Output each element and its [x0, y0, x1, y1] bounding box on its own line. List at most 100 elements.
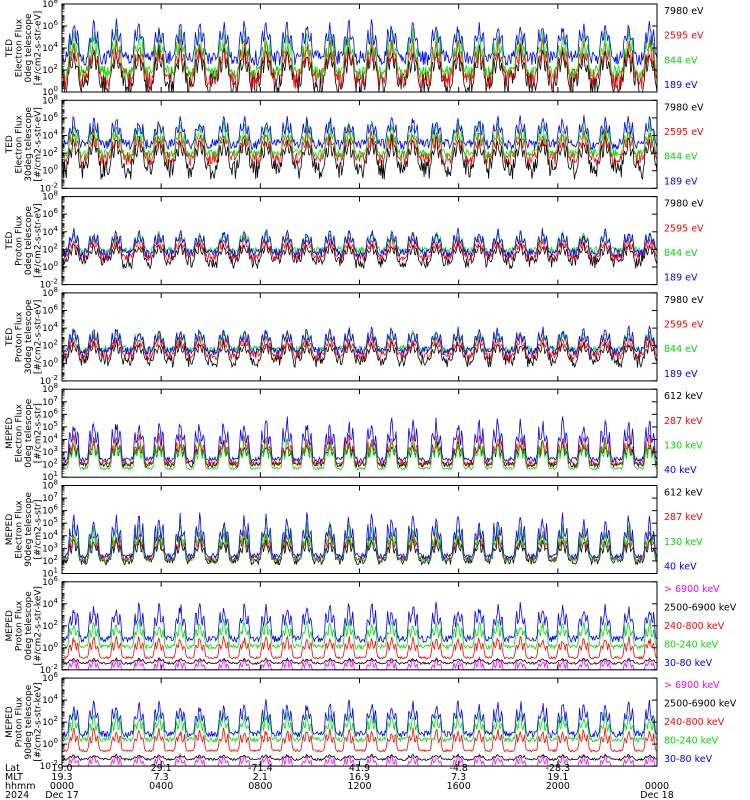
panel-2: 10-2 100 102 104 106 108 TED Electron Flux 30deg…	[5, 93, 704, 194]
x-tick-lat-label: 19.0	[51, 763, 72, 774]
panel-7-legend-4: 80-240 keV	[664, 639, 719, 650]
x-row-label-hhmm: hhmm	[5, 781, 36, 792]
panel-6-ylabel-line-1: MEPED	[5, 514, 15, 546]
panel-4-frame	[61, 292, 658, 382]
panel-1-ylabel-line-3: 0deg telescope	[24, 13, 34, 83]
panel-1-trace-1	[61, 44, 658, 94]
y-tick-label: 106	[42, 304, 58, 317]
panel-5-ylabel-line-2: Electron Flux	[15, 403, 25, 462]
y-tick-label: 104	[42, 225, 58, 238]
panel-6-legend-1: 612 keV	[664, 488, 703, 499]
panel-8-trace-3	[61, 727, 658, 753]
y-tick-label: 102	[42, 554, 58, 567]
panel-3-legend-2: 2595 eV	[664, 223, 704, 234]
panel-5-trace-4	[61, 416, 658, 464]
panel-4: 10-2 100 102 104 106 108 TED Proton Flux 30deg t…	[5, 286, 704, 387]
panel-7-trace-3	[61, 635, 658, 660]
panel-8-trace-4	[61, 711, 658, 744]
y-tick-label: 103	[42, 445, 58, 458]
panel-2-trace-3	[61, 120, 658, 160]
panel-6-legend-3: 130 keV	[664, 537, 703, 548]
panel-2-ylabel-line-4: [#/cm2-s-str-eV]	[34, 107, 44, 182]
panel-4-legend-4: 189 eV	[664, 369, 698, 380]
y-tick-label: 107	[42, 491, 58, 504]
y-tick-label: 102	[42, 458, 58, 471]
x-row-label-lat: Lat	[5, 763, 20, 774]
x-tick-lat-label: 41.9	[349, 763, 370, 774]
x-tick-mlt-label: 16.9	[349, 772, 370, 783]
panel-7-trace-4	[61, 618, 658, 651]
panel-4-ylabel-line-2: Proton Flux	[15, 311, 25, 362]
panel-2-legend-1: 7980 eV	[664, 102, 704, 113]
y-tick-label: 107	[42, 395, 58, 408]
panel-8-legend-3: 240-800 keV	[664, 717, 725, 728]
y-tick-label: 106	[42, 575, 58, 588]
panel-7-ylabel-line-4: [#/cm2-s-str-keV]	[34, 586, 44, 665]
panel-5-legend-3: 130 keV	[664, 441, 703, 452]
y-tick-label: 10-2	[40, 181, 58, 194]
panel-3-trace-4	[61, 227, 658, 259]
panel-5-ylabel-line-1: MEPED	[5, 417, 15, 449]
panel-3-legend-4: 189 eV	[664, 273, 698, 284]
panel-8-ylabel-line-4: [#/cm2-s-str-keV]	[34, 682, 44, 761]
y-tick-label: 100	[42, 164, 58, 177]
panel-3-legend-3: 844 eV	[664, 248, 698, 259]
x-tick-mlt-label: 7.3	[451, 772, 466, 783]
y-tick-label: 10-2	[40, 663, 58, 676]
panel-8-trace-2	[61, 753, 658, 762]
panel-8-trace-5	[61, 699, 658, 739]
panel-3-legend-1: 7980 eV	[664, 199, 704, 210]
panel-4-legend-1: 7980 eV	[664, 295, 704, 306]
panel-2-ylabel-line-3: 30deg telescope	[24, 106, 34, 181]
panel-6-ylabel-line-4: [#/cm2-s-str]	[34, 499, 44, 559]
panel-8-legend-1: > 6900 keV	[664, 680, 720, 691]
panel-4-legend-3: 844 eV	[664, 344, 698, 355]
y-tick-label: 102	[42, 619, 58, 632]
y-tick-label: 104	[42, 129, 58, 142]
panel-1-trace-3	[61, 28, 658, 79]
panel-2-legend-2: 2595 eV	[664, 127, 704, 138]
x-tick-hhmm-label: 0000	[50, 781, 74, 792]
panel-1-legend-4: 189 eV	[664, 80, 698, 91]
panel-4-legend-2: 2595 eV	[664, 320, 704, 331]
y-tick-label: 10-2	[40, 278, 58, 291]
y-tick-label: 106	[42, 504, 58, 517]
x-tick-lat-label: -28.3	[546, 763, 571, 774]
panel-1-ylabel-line-2: Electron Flux	[15, 18, 25, 77]
y-tick-label: 101	[42, 567, 58, 580]
x-tick-hhmm-label: 0000	[645, 781, 669, 792]
panel-1-trace-4	[61, 18, 658, 67]
panel-1-legend-2: 2595 eV	[664, 31, 704, 42]
y-tick-label: 10-2	[40, 374, 58, 387]
panel-6-legend-4: 40 keV	[664, 562, 697, 573]
panel-7-legend-3: 240-800 keV	[664, 621, 725, 632]
y-tick-label: 105	[42, 516, 58, 529]
panel-3-ylabel-line-3: 0deg telescope	[24, 206, 34, 276]
panel-8-legend-4: 80-240 keV	[664, 736, 719, 747]
panel-4-trace-1	[61, 338, 658, 369]
x-row-label-year: 2024	[5, 790, 29, 800]
x-tick-mlt-label: 2.1	[253, 772, 268, 783]
y-tick-label: 100	[42, 641, 58, 654]
x-tick-date-label: Dec 18	[640, 790, 674, 800]
y-tick-label: 108	[42, 479, 58, 492]
y-tick-label: 104	[42, 321, 58, 334]
panel-5-legend-2: 287 keV	[664, 416, 703, 427]
panel-1: 100 102 104 106 108 TED Electron Flux 0deg tele…	[5, 0, 704, 98]
panel-6-ylabel-line-2: Electron Flux	[15, 500, 25, 559]
panel-2-ylabel-line-1: TED	[5, 135, 15, 154]
x-tick-lat-label: 29.1	[151, 763, 172, 774]
panel-2-legend-4: 189 eV	[664, 176, 698, 187]
panel-3-ylabel-line-2: Proton Flux	[15, 215, 25, 266]
panel-5-legend-1: 612 keV	[664, 391, 703, 402]
x-tick-lat-label: -4.8	[449, 763, 468, 774]
panel-3: 10-2 100 102 104 106 108 TED Proton Flux 0deg te…	[5, 190, 704, 291]
y-tick-label: 102	[42, 242, 58, 255]
panel-5-ylabel-line-4: [#/cm2-s-str]	[34, 403, 44, 463]
